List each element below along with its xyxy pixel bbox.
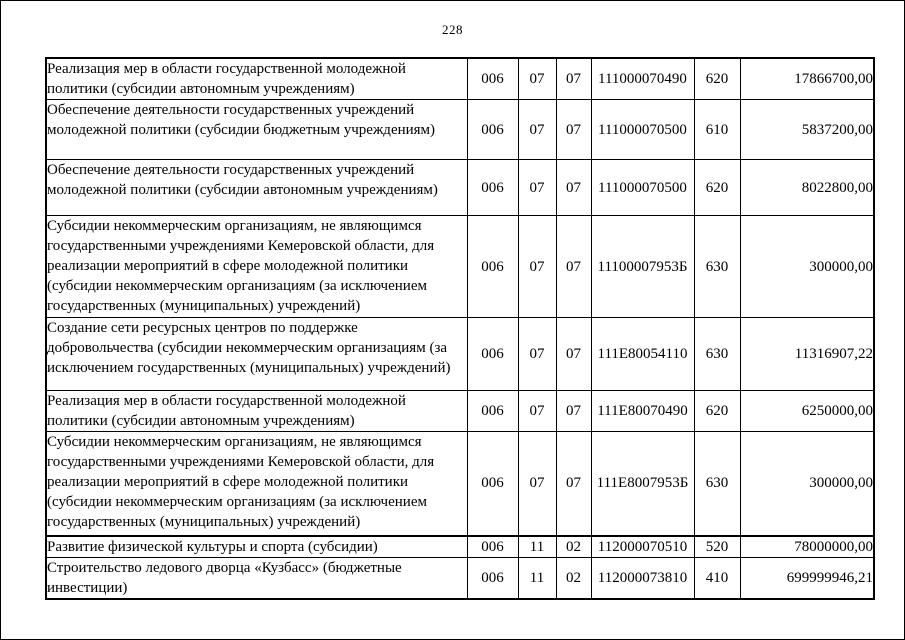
budget-expenses-table: Реализация мер в области государственной… xyxy=(45,57,875,600)
cell-expense-name: Развитие физической культуры и спорта (с… xyxy=(45,534,468,558)
cell-subsection-code: 07 xyxy=(555,99,592,160)
cell-expense-name: Строительство ледового дворца «Кузбасс» … xyxy=(45,556,468,599)
cell-grbs-code: 006 xyxy=(466,431,519,536)
cell-expense-name: Создание сети ресурсных центров по подде… xyxy=(45,317,468,391)
table-row: Субсидии некоммерческим организациям, не… xyxy=(45,431,875,536)
cell-amount: 699999946,21 xyxy=(739,556,875,599)
cell-subsection-code: 07 xyxy=(555,431,592,536)
cell-subsection-code: 07 xyxy=(555,317,592,391)
cell-amount: 6250000,00 xyxy=(739,390,875,432)
cell-expense-type-code: 520 xyxy=(693,534,741,558)
cell-target-article-code: 111000070500 xyxy=(590,159,695,216)
table-row: Развитие физической культуры и спорта (с… xyxy=(45,534,875,558)
cell-section-code: 07 xyxy=(517,57,557,100)
cell-amount: 11316907,22 xyxy=(739,317,875,391)
cell-grbs-code: 006 xyxy=(466,556,519,599)
cell-expense-type-code: 630 xyxy=(693,431,741,536)
cell-grbs-code: 006 xyxy=(466,215,519,318)
cell-section-code: 11 xyxy=(517,556,557,599)
cell-expense-name: Реализация мер в области государственной… xyxy=(45,390,468,432)
cell-grbs-code: 006 xyxy=(466,57,519,100)
table-row: Строительство ледового дворца «Кузбасс» … xyxy=(45,556,875,599)
cell-amount: 17866700,00 xyxy=(739,57,875,100)
cell-section-code: 07 xyxy=(517,431,557,536)
cell-expense-type-code: 630 xyxy=(693,317,741,391)
cell-target-article-code: 112000070510 xyxy=(590,534,695,558)
cell-subsection-code: 07 xyxy=(555,159,592,216)
table-row: Создание сети ресурсных центров по подде… xyxy=(45,317,875,391)
cell-grbs-code: 006 xyxy=(466,390,519,432)
cell-amount: 78000000,00 xyxy=(739,534,875,558)
table-row: Обеспечение деятельности государственных… xyxy=(45,99,875,160)
cell-subsection-code: 02 xyxy=(555,556,592,599)
cell-expense-type-code: 610 xyxy=(693,99,741,160)
cell-grbs-code: 006 xyxy=(466,534,519,558)
cell-expense-name: Субсидии некоммерческим организациям, не… xyxy=(45,431,468,536)
cell-grbs-code: 006 xyxy=(466,159,519,216)
cell-target-article-code: 111E80070490 xyxy=(590,390,695,432)
cell-amount: 8022800,00 xyxy=(739,159,875,216)
cell-expense-type-code: 620 xyxy=(693,57,741,100)
cell-section-code: 07 xyxy=(517,99,557,160)
cell-target-article-code: 111E8007953Б xyxy=(590,431,695,536)
cell-expense-name: Реализация мер в области государственной… xyxy=(45,57,468,100)
cell-grbs-code: 006 xyxy=(466,317,519,391)
cell-subsection-code: 07 xyxy=(555,390,592,432)
cell-subsection-code: 07 xyxy=(555,215,592,318)
cell-expense-type-code: 630 xyxy=(693,215,741,318)
table-row: Реализация мер в области государственной… xyxy=(45,390,875,432)
cell-subsection-code: 02 xyxy=(555,534,592,558)
page-number: 228 xyxy=(442,22,463,37)
cell-target-article-code: 111000070490 xyxy=(590,57,695,100)
cell-amount: 5837200,00 xyxy=(739,99,875,160)
cell-grbs-code: 006 xyxy=(466,99,519,160)
cell-target-article-code: 111E80054110 xyxy=(590,317,695,391)
cell-amount: 300000,00 xyxy=(739,431,875,536)
cell-section-code: 07 xyxy=(517,159,557,216)
cell-expense-type-code: 620 xyxy=(693,159,741,216)
cell-target-article-code: 11100007953Б xyxy=(590,215,695,318)
cell-expense-type-code: 620 xyxy=(693,390,741,432)
cell-subsection-code: 07 xyxy=(555,57,592,100)
cell-amount: 300000,00 xyxy=(739,215,875,318)
cell-target-article-code: 111000070500 xyxy=(590,99,695,160)
cell-section-code: 07 xyxy=(517,317,557,391)
cell-expense-type-code: 410 xyxy=(693,556,741,599)
cell-section-code: 07 xyxy=(517,215,557,318)
table-row: Субсидии некоммерческим организациям, не… xyxy=(45,215,875,318)
cell-section-code: 11 xyxy=(517,534,557,558)
cell-expense-name: Обеспечение деятельности государственных… xyxy=(45,99,468,160)
cell-section-code: 07 xyxy=(517,390,557,432)
cell-target-article-code: 112000073810 xyxy=(590,556,695,599)
table-row: Обеспечение деятельности государственных… xyxy=(45,159,875,216)
cell-expense-name: Субсидии некоммерческим организациям, не… xyxy=(45,215,468,318)
cell-expense-name: Обеспечение деятельности государственных… xyxy=(45,159,468,216)
table-row: Реализация мер в области государственной… xyxy=(45,57,875,100)
